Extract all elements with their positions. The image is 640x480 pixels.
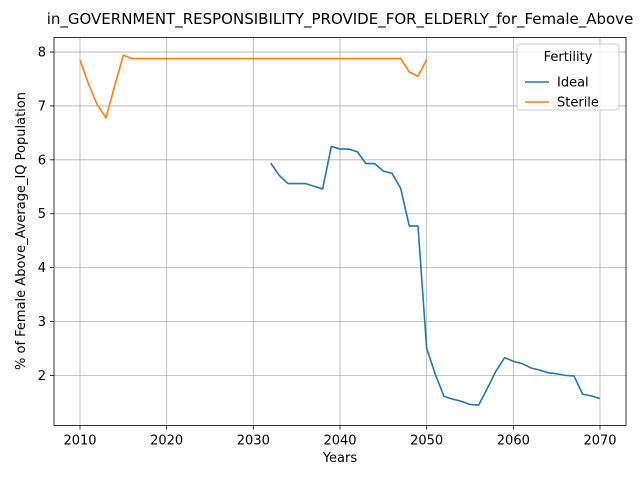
x-axis-label: Years [322,451,358,466]
legend-entries: Ideal Sterile [525,76,599,111]
y-tick-label: 4 [38,261,46,276]
x-tick-label: 2070 [583,434,616,449]
y-tick-label: 5 [38,207,46,222]
y-axis-ticks: 2 3 4 5 6 7 8 [38,46,54,384]
legend-label-ideal: Ideal [557,76,589,91]
legend: Fertility Ideal Sterile [516,43,620,111]
legend-title: Fertility [544,50,593,65]
y-tick-label: 2 [38,369,46,384]
x-tick-label: 2020 [150,434,183,449]
series-line-ideal [270,145,601,406]
x-axis-ticks: 2010 2020 2030 2040 2050 2060 2070 [63,425,617,449]
x-tick-label: 2010 [63,434,96,449]
y-tick-label: 6 [38,153,46,168]
legend-box [516,43,620,111]
y-tick-label: 3 [38,315,46,330]
x-tick-label: 2040 [323,434,356,449]
series-line-sterile [79,54,428,119]
x-tick-label: 2050 [410,434,443,449]
x-tick-label: 2030 [237,434,270,449]
series-lines [79,54,601,406]
y-tick-label: 8 [38,46,46,61]
legend-label-sterile: Sterile [557,96,599,111]
y-axis-label: % of Female Above_Average_IQ Population [14,92,29,370]
y-tick-label: 7 [38,99,46,114]
chart-title: in_GOVERNMENT_RESPONSIBILITY_PROVIDE_FOR… [47,10,634,29]
x-tick-label: 2060 [497,434,530,449]
